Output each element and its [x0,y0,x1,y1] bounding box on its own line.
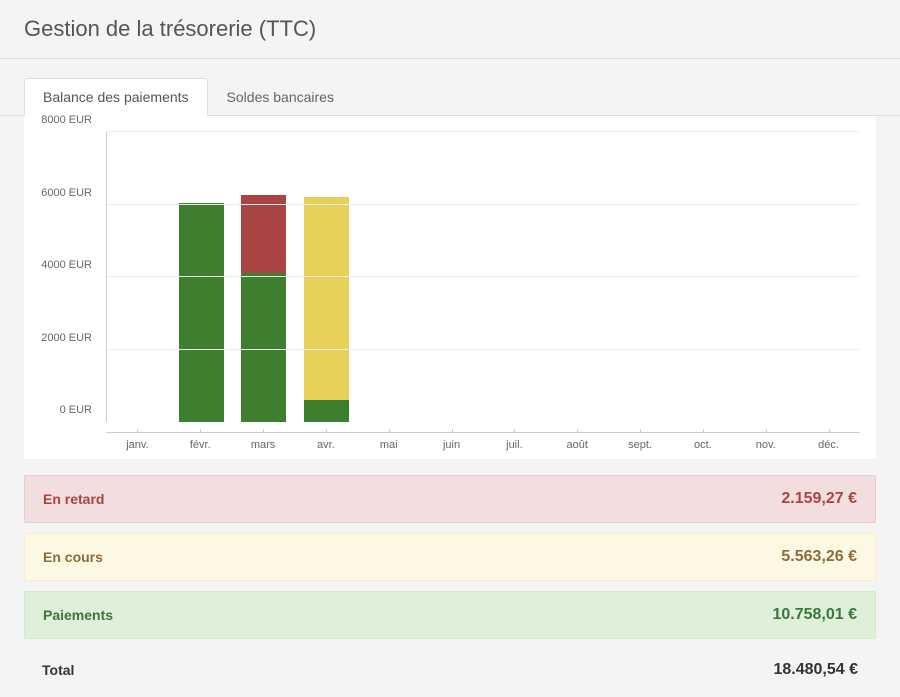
x-label: déc. [797,433,860,451]
tab-0[interactable]: Balance des paiements [24,78,208,116]
x-label: juil. [483,433,546,451]
summary-label: Paiements [43,607,113,623]
x-label: oct. [671,433,734,451]
bar-stack [179,203,224,422]
bar-segment-paiements[interactable] [304,400,349,422]
summary-label: En cours [43,549,103,565]
bar-slot [609,132,672,422]
x-label: août [546,433,609,451]
gridline [107,204,860,205]
bar-segment-paiements[interactable] [179,203,224,422]
x-label: nov. [734,433,797,451]
y-tick: 8000 EUR [41,114,92,126]
gridline [107,131,860,132]
content-panel: 0 EUR 2000 EUR 4000 EUR 6000 EUR 8000 EUR ja… [24,116,876,459]
bar-stack [304,197,349,422]
bar-segment-en_cours[interactable] [304,197,349,400]
x-label: janv. [106,433,169,451]
bar-slot [797,132,860,422]
bar-slot [484,132,547,422]
summary-value: 2.159,27 € [781,490,857,508]
x-label: sept. [609,433,672,451]
chart-bars [107,132,860,422]
tab-1[interactable]: Soldes bancaires [208,78,353,116]
page-title: Gestion de la trésorerie (TTC) [24,16,876,42]
bar-slot [295,132,358,422]
tabs: Balance des paiementsSoldes bancaires [0,77,900,116]
summary-row-en_retard: En retard 2.159,27 € [24,475,876,523]
page-header: Gestion de la trésorerie (TTC) [0,0,900,59]
chart [106,132,860,432]
summary-total-label: Total [42,662,74,678]
summary-row-en_cours: En cours 5.563,26 € [24,533,876,581]
x-label: févr. [169,433,232,451]
bar-slot [107,132,170,422]
bar-slot [672,132,735,422]
bar-slot [233,132,296,422]
y-tick: 6000 EUR [41,187,92,199]
bar-slot [546,132,609,422]
bar-stack [241,195,286,422]
summary-value: 5.563,26 € [781,548,857,566]
chart-container: 0 EUR2000 EUR4000 EUR6000 EUR8000 EUR ja… [24,132,876,459]
bar-slot [735,132,798,422]
bar-slot [358,132,421,422]
summary-panel: En retard 2.159,27 € En cours 5.563,26 € Pai… [0,459,900,687]
chart-plot-area [106,132,860,422]
x-label: mai [357,433,420,451]
chart-x-axis: janv.févr.marsavr.maijuinjuil.aoûtsept.o… [106,432,860,451]
gridline [107,276,860,277]
bar-slot [421,132,484,422]
bar-segment-en_retard[interactable] [241,195,286,273]
gridline [107,349,860,350]
y-tick: 0 EUR [60,404,92,416]
x-label: juin [420,433,483,451]
summary-row-total: Total 18.480,54 € [24,649,876,687]
summary-value: 10.758,01 € [772,606,857,624]
x-label: avr. [294,433,357,451]
y-tick: 4000 EUR [41,259,92,271]
chart-y-axis: 0 EUR2000 EUR4000 EUR6000 EUR8000 EUR [32,132,98,422]
y-tick: 2000 EUR [41,332,92,344]
x-label: mars [232,433,295,451]
summary-total-value: 18.480,54 € [773,661,858,679]
summary-label: En retard [43,491,104,507]
summary-row-paiements: Paiements 10.758,01 € [24,591,876,639]
bar-slot [170,132,233,422]
